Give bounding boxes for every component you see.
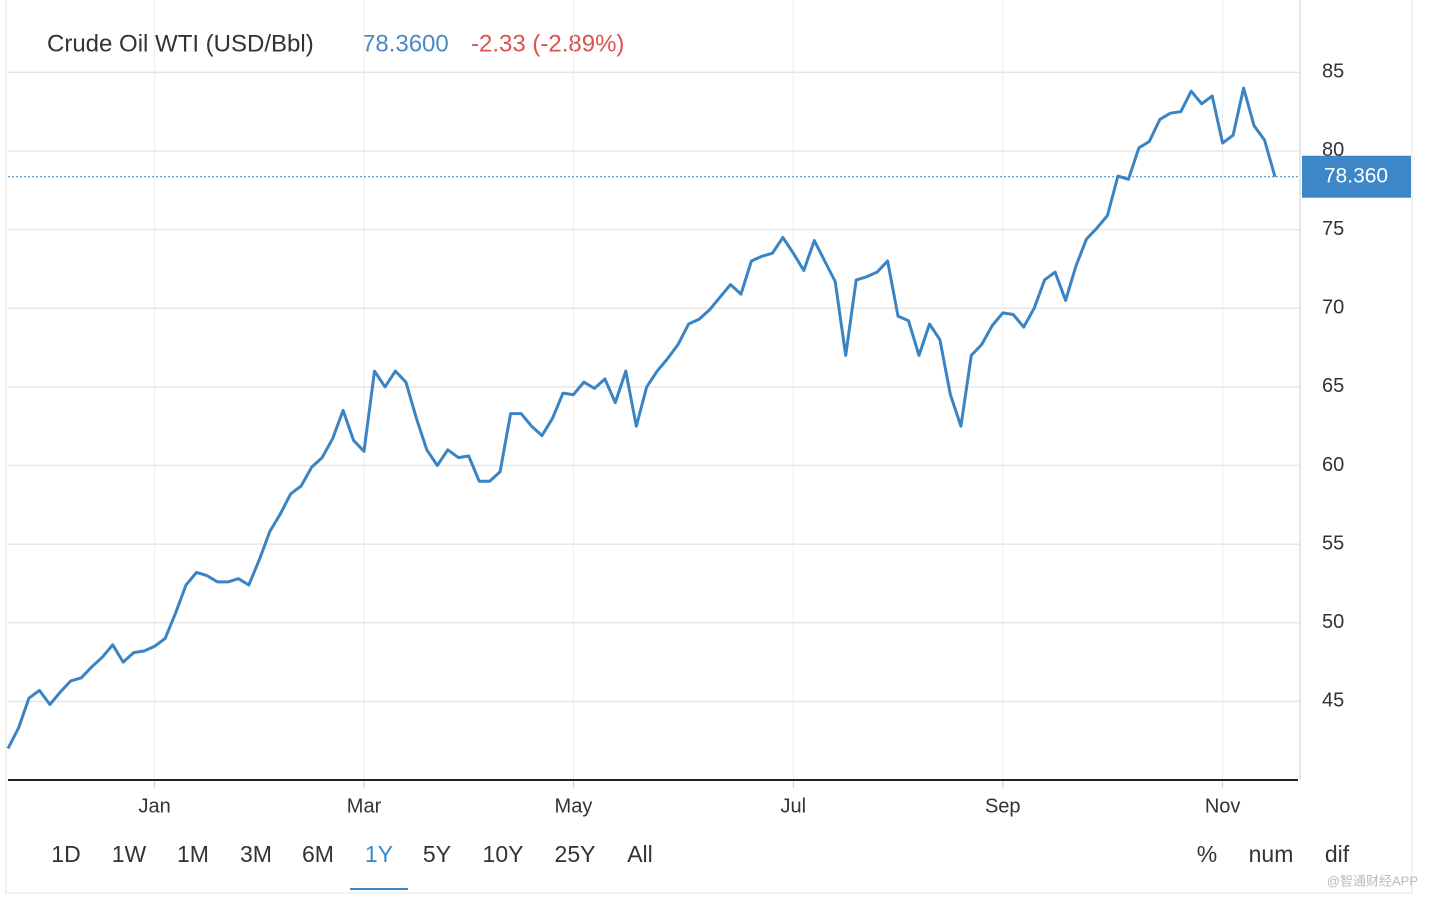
last-price-label: 78.360 <box>1324 164 1388 187</box>
y-tick-label: 85 <box>1322 61 1344 83</box>
price: 78.3600 <box>362 30 449 57</box>
x-tick-label: Nov <box>1205 795 1241 817</box>
range-button[interactable]: 10Y <box>483 841 524 867</box>
range-button[interactable]: 25Y <box>555 841 596 867</box>
x-tick-label: Jul <box>781 795 807 817</box>
mode-button[interactable]: % <box>1197 841 1217 867</box>
range-button[interactable]: 1D <box>51 841 80 867</box>
y-tick-label: 55 <box>1322 532 1344 554</box>
range-button[interactable]: 3M <box>240 841 272 867</box>
range-button[interactable]: 1Y <box>365 841 393 867</box>
range-button[interactable]: 1M <box>177 841 209 867</box>
mode-button[interactable]: dif <box>1325 841 1350 867</box>
y-tick-label: 50 <box>1322 611 1344 633</box>
x-tick-label: May <box>555 795 593 817</box>
mode-button[interactable]: num <box>1249 841 1294 867</box>
range-button[interactable]: 5Y <box>423 841 451 867</box>
x-tick-label: Mar <box>347 795 382 817</box>
y-tick-label: 80 <box>1322 139 1344 161</box>
change: -2.33 (-2.89%) <box>471 30 624 57</box>
y-tick-label: 45 <box>1322 690 1344 712</box>
x-tick-label: Jan <box>138 795 170 817</box>
watermark: @智通财经APP <box>1327 873 1418 888</box>
widget-frame <box>5 0 1413 894</box>
x-tick-label: Sep <box>985 795 1021 817</box>
range-button[interactable]: 1W <box>112 841 147 867</box>
y-tick-label: 65 <box>1322 375 1344 397</box>
y-tick-label: 75 <box>1322 218 1344 240</box>
range-button[interactable]: All <box>627 841 653 867</box>
last-price-tag <box>1302 155 1411 198</box>
range-button[interactable]: 6M <box>302 841 334 867</box>
price-line <box>6 86 1277 750</box>
chart-title: Crude Oil WTI (USD/Bbl) <box>47 30 314 57</box>
y-tick-label: 70 <box>1322 297 1344 319</box>
y-tick-label: 60 <box>1322 454 1344 476</box>
